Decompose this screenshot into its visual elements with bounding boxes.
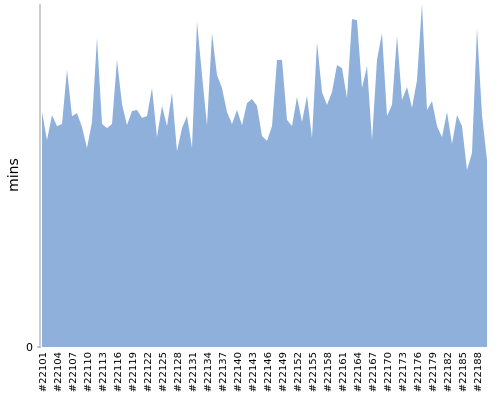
x-tick-label: #22176 [413, 352, 424, 392]
x-tick-label: #22119 [128, 352, 139, 392]
x-tick-label: #22179 [428, 352, 439, 392]
x-tick-label: #22167 [368, 352, 379, 392]
y-tick-label: 0 [26, 341, 33, 354]
x-tick-label: #22152 [293, 352, 304, 392]
x-tick-label: #22122 [143, 352, 154, 392]
x-tick-label: #22134 [203, 352, 214, 392]
x-tick-label: #22188 [473, 352, 484, 392]
x-tick-label: #22155 [308, 352, 319, 392]
x-tick-label: #22110 [83, 352, 94, 392]
x-tick-label: #22116 [113, 352, 124, 392]
x-tick-label: #22113 [98, 352, 109, 392]
x-tick-label: #22131 [188, 352, 199, 392]
x-tick-label: #22182 [443, 352, 454, 392]
x-tick-label: #22104 [53, 352, 64, 392]
x-tick-label: #22128 [173, 352, 184, 392]
y-axis-label: mins [6, 158, 22, 192]
x-tick-label: #22173 [398, 352, 409, 392]
x-tick-label: #22137 [218, 352, 229, 392]
x-tick-label: #22170 [383, 352, 394, 392]
x-tick-label: #22143 [248, 352, 259, 392]
x-tick-label: #22101 [38, 352, 49, 392]
x-tick-label: #22149 [278, 352, 289, 392]
x-tick-label: #22146 [263, 352, 274, 392]
x-tick-label: #22140 [233, 352, 244, 392]
area [42, 4, 487, 347]
x-tick-label: #22125 [158, 352, 169, 392]
x-tick-label: #22107 [68, 352, 79, 392]
x-tick-label: #22161 [338, 352, 349, 392]
x-tick-label: #22164 [353, 352, 364, 392]
x-tick-label: #22185 [458, 352, 469, 392]
x-tick-label: #22158 [323, 352, 334, 392]
